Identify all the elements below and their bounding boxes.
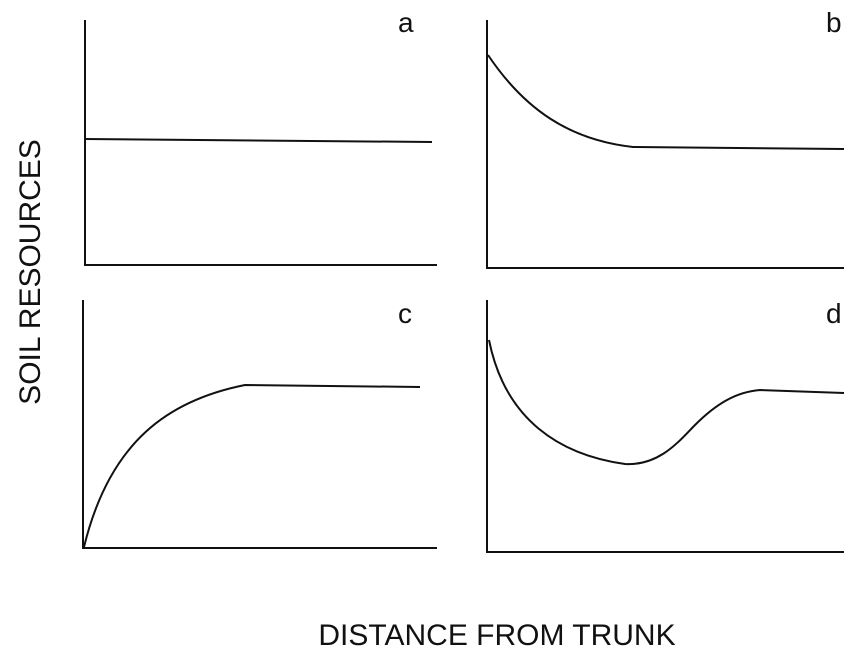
panel-c: c <box>82 298 437 549</box>
axes <box>82 300 437 549</box>
panel-a: a <box>84 7 437 266</box>
curve <box>488 339 844 466</box>
axes <box>486 300 844 553</box>
curve <box>83 383 421 548</box>
panel-label: c <box>398 298 412 329</box>
y-axis-label: SOIL RESOURCES <box>14 139 47 405</box>
axes <box>84 20 437 266</box>
axes <box>486 20 844 269</box>
panel-label: b <box>826 7 842 38</box>
curve <box>487 54 844 150</box>
panel-d: d <box>486 298 844 553</box>
panel-label: a <box>398 7 414 38</box>
panel-b: b <box>486 7 844 269</box>
x-axis-label: DISTANCE FROM TRUNK <box>318 619 675 652</box>
curve <box>84 138 433 143</box>
panel-label: d <box>826 298 842 329</box>
